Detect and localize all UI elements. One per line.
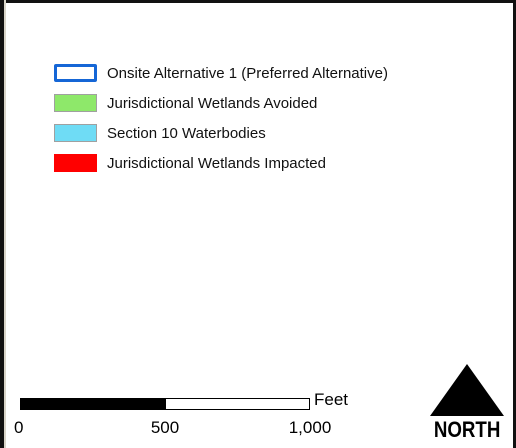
legend-swatch bbox=[54, 64, 97, 82]
frame-right-border bbox=[513, 0, 516, 448]
legend-swatch bbox=[54, 94, 97, 112]
scale-bar bbox=[20, 398, 310, 410]
north-arrow: NORTH bbox=[428, 362, 506, 444]
legend-label: Jurisdictional Wetlands Impacted bbox=[107, 155, 326, 172]
scale-bar-segment bbox=[165, 398, 310, 410]
legend-swatch bbox=[54, 124, 97, 142]
north-label: NORTH bbox=[433, 417, 501, 442]
legend-swatch bbox=[54, 154, 97, 172]
scale-tick-label: 500 bbox=[150, 418, 180, 437]
scale-tick-label: 1,000 bbox=[288, 418, 332, 437]
scale-unit-label: Feet bbox=[314, 390, 349, 409]
north-arrow-icon bbox=[430, 364, 504, 416]
legend-label: Section 10 Waterbodies bbox=[107, 125, 266, 142]
frame-left-border bbox=[0, 0, 6, 448]
legend-label: Jurisdictional Wetlands Avoided bbox=[107, 95, 318, 112]
scale-bar-segment bbox=[20, 398, 165, 410]
frame-top-border bbox=[0, 0, 516, 3]
legend-label: Onsite Alternative 1 (Preferred Alternat… bbox=[107, 65, 388, 82]
scale-tick-label: 0 bbox=[14, 418, 24, 437]
